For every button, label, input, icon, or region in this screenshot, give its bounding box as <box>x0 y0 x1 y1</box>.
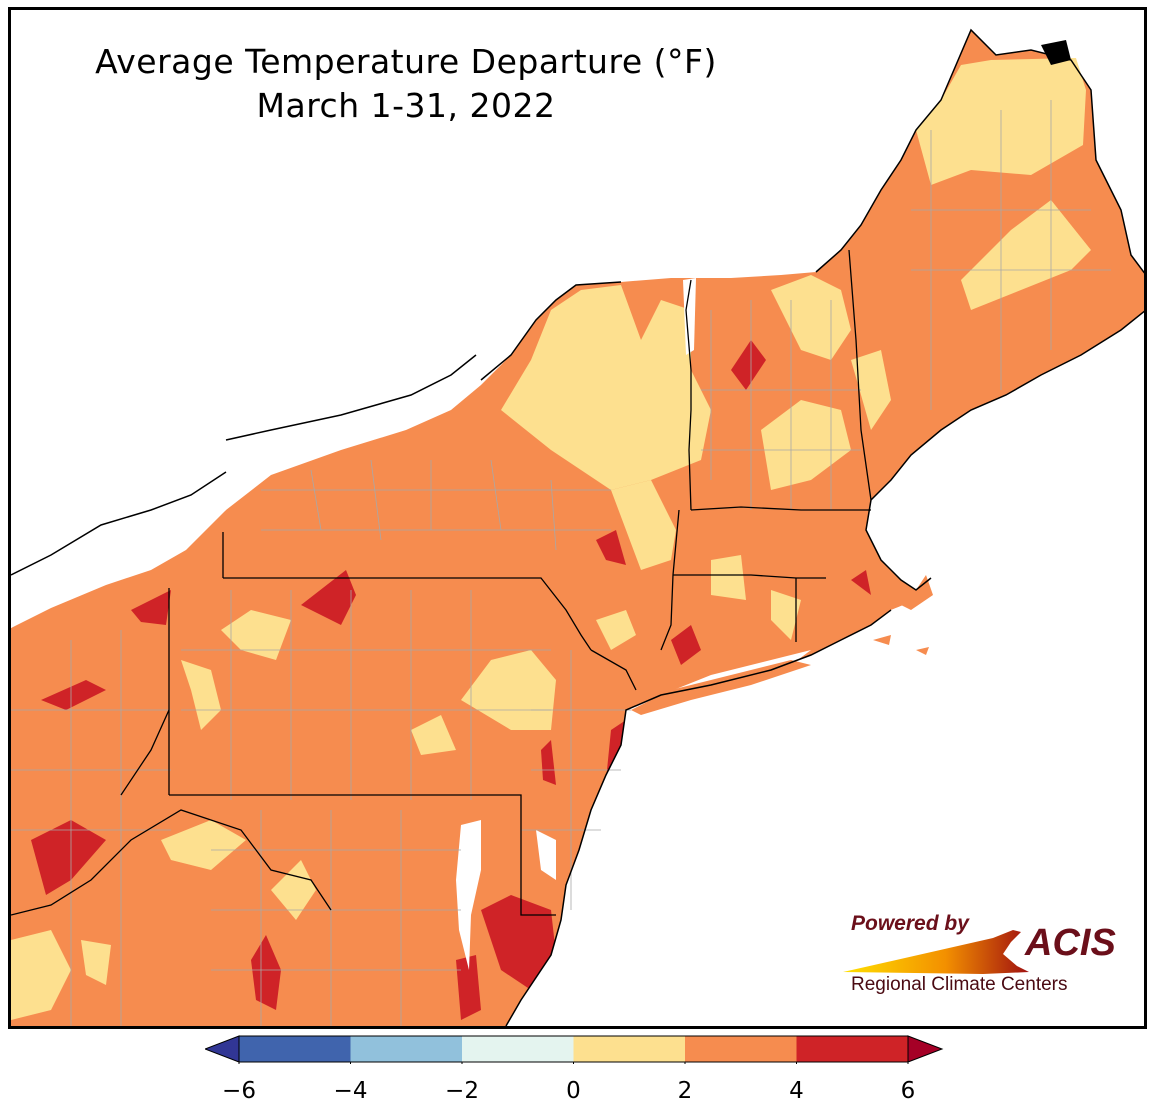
region-delmarva-4-to-6F <box>481 895 556 990</box>
water-bodies <box>11 278 1144 1026</box>
acis-swoosh-icon <box>843 930 1029 974</box>
coastline <box>11 28 1144 1026</box>
region-pa-south-0-to-2F <box>411 715 456 755</box>
colorbar-bin <box>350 1036 462 1062</box>
map-frame: Average Temperature Departure (°F) March… <box>8 7 1147 1029</box>
region-ohio-4-to-6F <box>131 590 171 625</box>
region-ma-4-to-6F <box>851 570 871 595</box>
logo-brand-text: ACIS <box>1025 922 1116 964</box>
pa-md-border <box>169 794 556 916</box>
region-ny-south-0-to-2F <box>611 480 676 570</box>
ocean-ne-coast <box>506 311 1144 1026</box>
region-maine-central-0-to-2F <box>961 200 1091 310</box>
marthas-vineyard <box>873 635 891 645</box>
logo-powered-by-text: Powered by <box>851 912 969 935</box>
region-nj-north-0-to-2F <box>596 610 636 650</box>
region-ohio-central-4-to-6F <box>41 680 106 710</box>
delaware-bay <box>536 830 556 880</box>
colorbar-tick-label: −6 <box>222 1078 256 1104</box>
colorbar-tick-label: −4 <box>333 1078 368 1104</box>
region-ct-4-to-6F <box>671 625 701 665</box>
ohio-wv-border <box>120 709 170 796</box>
region-nj-south-4-to-6F <box>541 740 556 785</box>
region-vt-4-to-6F <box>731 340 766 390</box>
cape-cod <box>891 575 933 610</box>
map-subtitle-date-range: March 1-31, 2022 <box>256 86 556 125</box>
region-nh-0-to-2F <box>761 400 851 490</box>
colorbar-over-arrow <box>907 1035 944 1063</box>
lake-champlain <box>683 278 696 355</box>
ny-ct-border <box>660 509 680 651</box>
region-ct-0-to-2F <box>711 555 746 600</box>
region-va-4-to-6F <box>251 935 281 1010</box>
nj-ny-border <box>590 649 637 691</box>
yellow-regions-0-to-2F <box>11 58 1091 1020</box>
nantucket <box>916 647 929 655</box>
lake-erie <box>11 472 226 628</box>
colorbar-bin <box>796 1036 908 1062</box>
lake-ontario <box>226 355 481 460</box>
ny-pa-border <box>222 532 592 651</box>
colorbar-bin <box>573 1036 685 1062</box>
colorbar-tick-label: −2 <box>445 1078 479 1104</box>
region-nh-east-0-to-2F <box>851 350 891 430</box>
colorbar-bin <box>685 1036 797 1062</box>
colorbar-bin <box>462 1036 574 1062</box>
region-md-west-0-to-2F <box>161 820 246 870</box>
nh-maine-border <box>848 249 872 501</box>
colorbar-tick-label: 6 <box>900 1078 916 1104</box>
land-region-2-to-4F <box>11 30 1144 1026</box>
temperature-departure-map <box>11 28 1144 1026</box>
region-wv-south-0-to-2F <box>11 930 71 1020</box>
chesapeake-bay <box>456 820 481 970</box>
region-wv-east-0-to-2F <box>81 940 111 985</box>
acis-logo: Powered by ACIS Regional Climate Centers <box>837 908 1127 1000</box>
region-adirondack-0-to-2F <box>501 285 711 490</box>
logo-tagline-text: Regional Climate Centers <box>851 974 1068 995</box>
region-pa-nw-4-to-6F <box>301 570 356 625</box>
region-pa-north-0-to-2F <box>181 660 221 730</box>
region-ny-east-4-to-6F <box>596 530 626 565</box>
region-ma-east-0-to-2F <box>771 590 801 640</box>
colorbar-bin <box>239 1036 351 1062</box>
map-title: Average Temperature Departure (°F) <box>95 42 717 81</box>
colorbar-under-arrow <box>205 1035 240 1063</box>
region-pa-central-0-to-2F <box>221 610 291 660</box>
county-boundaries <box>11 100 1111 1026</box>
colorbar-tick-label: 0 <box>566 1078 581 1104</box>
region-wv-4-to-6F <box>31 820 106 895</box>
state-boundaries <box>11 249 872 916</box>
ma-south-border <box>673 574 826 579</box>
colorbar-tick-label: 2 <box>677 1078 693 1104</box>
ma-north-border <box>690 506 871 511</box>
wv-va-border <box>11 809 332 916</box>
colorbar-tick-label: 4 <box>789 1078 804 1104</box>
region-va-north-0-to-2F <box>271 860 316 920</box>
vt-nh-border <box>685 279 692 511</box>
long-island <box>631 660 811 715</box>
region-md-shore-4-to-6F <box>456 955 481 1020</box>
colorbar-legend <box>205 1035 944 1064</box>
